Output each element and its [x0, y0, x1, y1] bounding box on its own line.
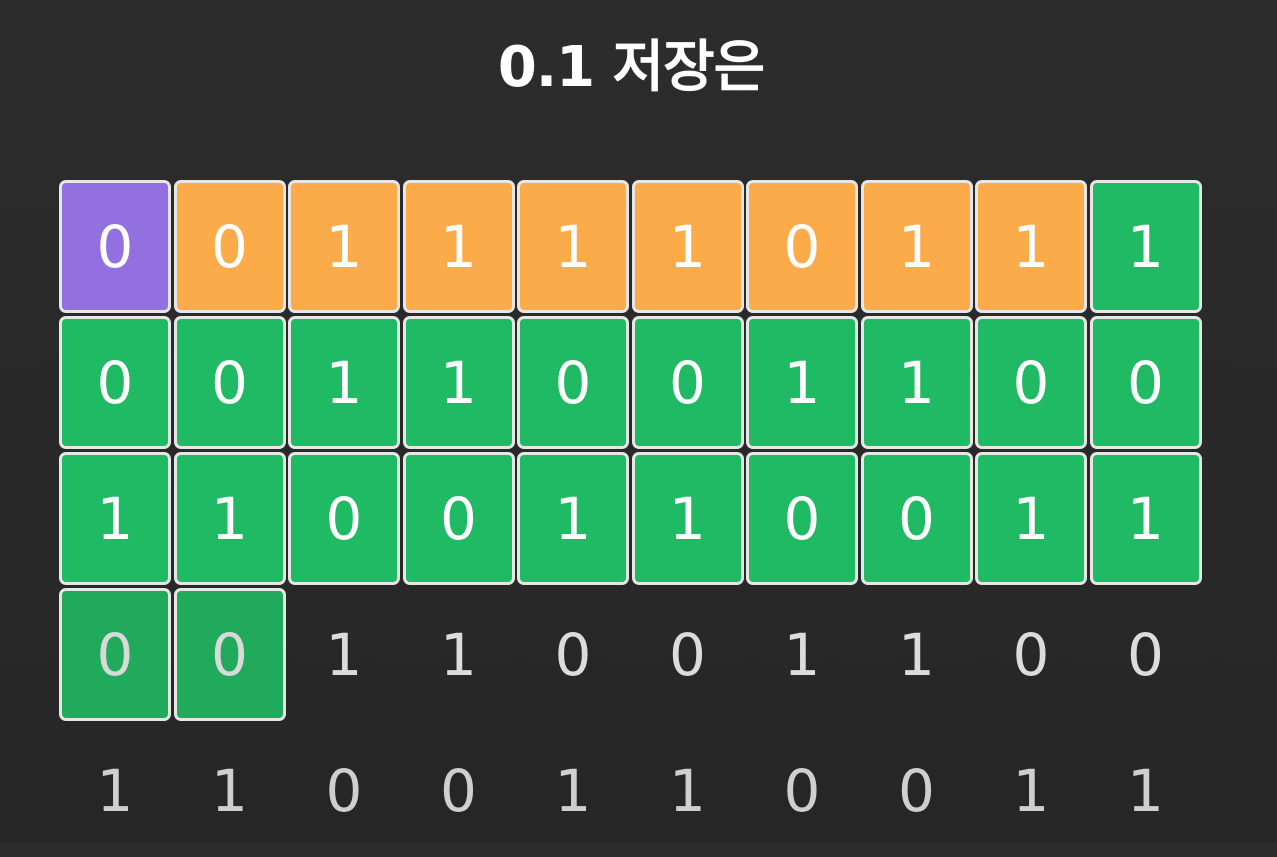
overflow-bit: 1	[211, 756, 248, 825]
exponent-bit-cell: 1	[860, 180, 973, 313]
mantissa-bit-cell: 1	[1089, 180, 1202, 313]
mantissa-bit-cell: 0	[517, 316, 629, 449]
overflow-bit: 1	[96, 756, 134, 825]
overflow-bit: 0	[783, 756, 821, 825]
mantissa-bit-cell: 0	[402, 452, 515, 585]
mantissa-bit-cell: 0	[173, 588, 286, 721]
mantissa-bit-cell: 1	[59, 452, 171, 585]
exponent-bit-cell: 0	[746, 180, 858, 313]
sign-bit-cell: 0	[59, 180, 171, 313]
overflow-bit: 0	[325, 756, 363, 825]
exponent-bit-cell: 1	[631, 180, 744, 313]
overflow-bit: 1	[554, 756, 592, 825]
mantissa-bit-cell: 0	[860, 452, 973, 585]
mantissa-bit-cell: 0	[288, 452, 400, 585]
mantissa-bit-cell: 1	[746, 316, 858, 449]
mantissa-bit-cell: 0	[975, 316, 1087, 449]
mantissa-bit-cell: 0	[59, 316, 171, 449]
overflow-bit: 1	[1127, 756, 1164, 825]
overflow-bit: 1	[325, 620, 363, 689]
overflow-bit: 0	[1127, 620, 1164, 689]
overflow-bit: 1	[669, 756, 706, 825]
mantissa-bit-cell: 1	[631, 452, 744, 585]
mantissa-bit-cell: 0	[1089, 316, 1202, 449]
exponent-bit-cell: 1	[975, 180, 1087, 313]
overflow-bit: 1	[1012, 756, 1050, 825]
mantissa-bit-cell: 0	[173, 316, 286, 449]
overflow-bit: 0	[1012, 620, 1050, 689]
exponent-bit-cell: 0	[173, 180, 286, 313]
mantissa-bit-cell: 0	[631, 316, 744, 449]
mantissa-bit-cell: 0	[59, 588, 171, 721]
overflow-bit: 0	[440, 756, 477, 825]
overflow-bit: 0	[898, 756, 935, 825]
exponent-bit-cell: 1	[517, 180, 629, 313]
overflow-bit: 1	[783, 620, 821, 689]
page-title: 0.1 저장은	[497, 35, 765, 100]
mantissa-bit-cell: 1	[517, 452, 629, 585]
exponent-bit-cell: 1	[288, 180, 400, 313]
mantissa-bit-cell: 1	[975, 452, 1087, 585]
mantissa-bit-cell: 1	[402, 316, 515, 449]
mantissa-bit-cell: 0	[746, 452, 858, 585]
overflow-bit: 1	[440, 620, 477, 689]
mantissa-bit-cell: 1	[1089, 452, 1202, 585]
mantissa-bit-cell: 1	[173, 452, 286, 585]
exponent-bit-cell: 1	[402, 180, 515, 313]
mantissa-bit-cell: 1	[288, 316, 400, 449]
overflow-bit: 0	[669, 620, 706, 689]
overflow-bit: 1	[898, 620, 935, 689]
mantissa-bit-cell: 1	[860, 316, 973, 449]
overflow-bit: 0	[554, 620, 592, 689]
